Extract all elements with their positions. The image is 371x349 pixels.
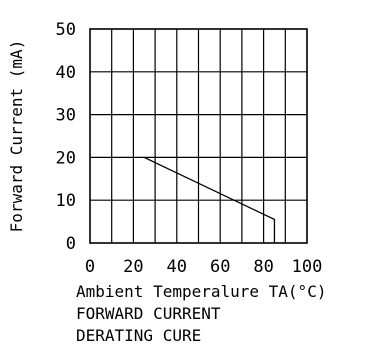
x-axis-label: Ambient Temperalure TA(°C)	[76, 282, 326, 301]
derating-curve	[143, 156, 276, 243]
x-tick-label: 20	[123, 257, 143, 277]
x-tick-labels: 0 20 40 60 80 100	[85, 257, 322, 277]
y-tick-label: 20	[56, 148, 76, 168]
caption-line-1: FORWARD CURRENT	[76, 304, 221, 323]
y-tick-label: 40	[56, 63, 76, 83]
y-tick-label: 10	[56, 191, 76, 211]
y-tick-labels: 0 10 20 30 40 50	[56, 20, 76, 254]
x-tick-label: 100	[292, 257, 323, 277]
x-tick-label: 60	[210, 257, 230, 277]
y-tick-label: 0	[66, 234, 76, 254]
plot-border	[89, 28, 308, 244]
x-tick-label: 40	[167, 257, 187, 277]
x-tick-label: 0	[85, 257, 95, 277]
y-axis-label: Forward Current (mA)	[7, 40, 26, 233]
x-tick-label: 80	[253, 257, 273, 277]
caption-line-2: DERATING CURE	[76, 326, 201, 345]
chart-grid	[90, 29, 307, 243]
y-tick-label: 30	[56, 106, 76, 126]
y-tick-label: 50	[56, 20, 76, 40]
plot-frame	[89, 28, 308, 244]
series-group	[143, 156, 276, 243]
